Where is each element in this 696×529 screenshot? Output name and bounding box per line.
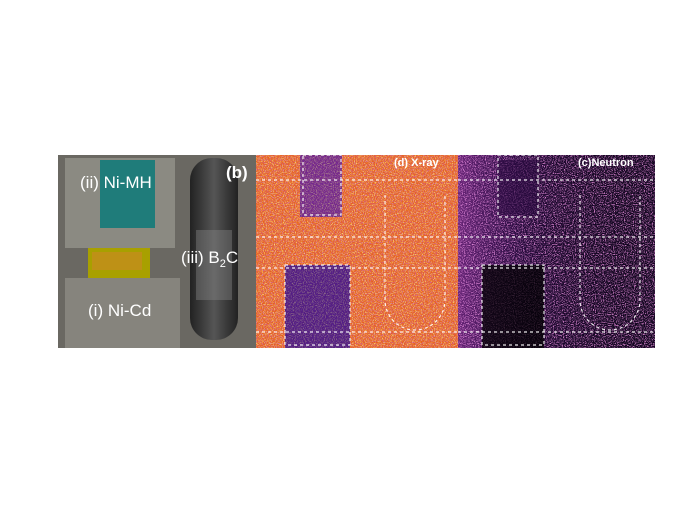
photo-panel: (ii) Ni-MH (b) (iii) B2C (i) Ni-Cd [58, 155, 256, 348]
neutron-panel: (c)Neutron [458, 154, 655, 348]
panel-label: (d) X-ray [394, 157, 440, 169]
label: (i) Ni-Cd [88, 301, 151, 320]
xray-panel: (d) X-ray [256, 154, 458, 348]
label: (ii) Ni-MH [80, 173, 152, 192]
label: (iii) B2C [181, 248, 238, 270]
panel-label: (c)Neutron [578, 157, 634, 169]
label: (b) [226, 163, 248, 182]
